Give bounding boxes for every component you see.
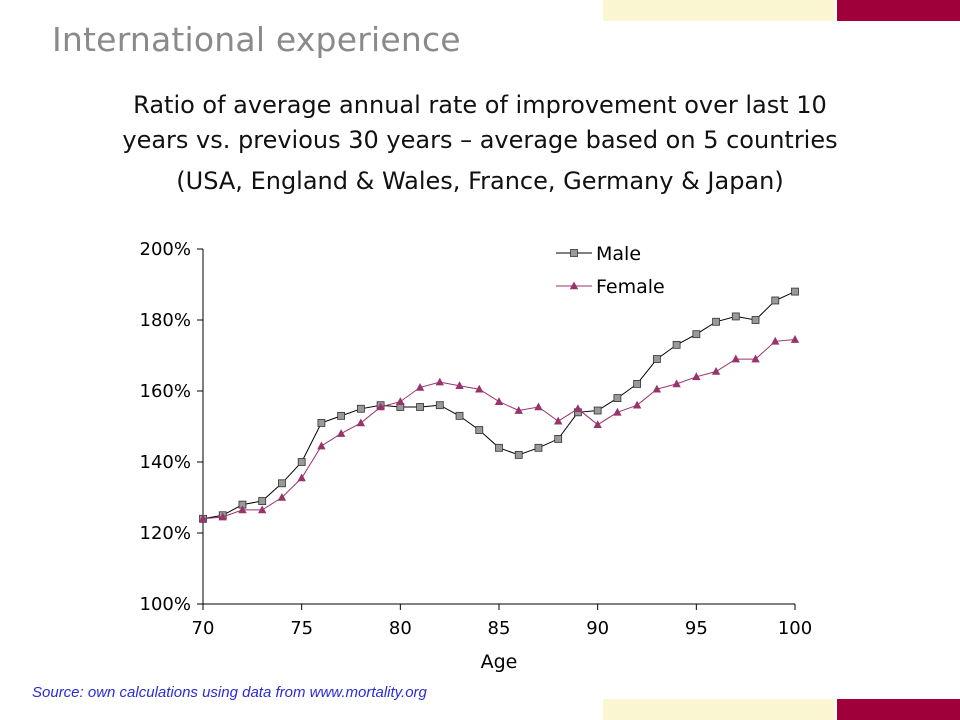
data-point-male (614, 395, 621, 402)
y-tick-label: 120% (140, 523, 191, 544)
y-tick-label: 160% (140, 381, 191, 402)
series-line-female (203, 340, 795, 519)
x-tick-label: 100 (778, 618, 812, 639)
data-point-male (713, 318, 720, 325)
y-tick-label: 140% (140, 452, 191, 473)
data-point-female (534, 402, 542, 410)
legend-label-female: Female (596, 276, 665, 298)
data-point-male (792, 288, 799, 295)
data-point-female (258, 505, 266, 513)
data-point-female (337, 429, 345, 437)
data-point-female (495, 397, 503, 405)
data-point-female (791, 335, 799, 343)
x-tick-label: 70 (192, 618, 215, 639)
data-point-female (436, 378, 444, 386)
data-point-male (436, 402, 443, 409)
y-tick-label: 180% (140, 310, 191, 331)
y-tick-label: 200% (140, 239, 191, 260)
x-tick-label: 95 (685, 618, 708, 639)
chart-legend: Male Female (556, 243, 665, 298)
data-point-male (417, 403, 424, 410)
data-point-male (673, 341, 680, 348)
data-point-female (297, 473, 305, 481)
data-point-male (278, 480, 285, 487)
data-point-female (317, 442, 325, 450)
data-point-male (594, 407, 601, 414)
data-point-female (396, 397, 404, 405)
data-point-male (752, 317, 759, 324)
x-tick-label: 90 (586, 618, 609, 639)
data-point-female (574, 404, 582, 412)
data-point-male (634, 380, 641, 387)
data-point-female (712, 367, 720, 375)
series-male (200, 288, 799, 522)
data-point-male (535, 444, 542, 451)
data-point-male (357, 405, 364, 412)
data-point-male (515, 451, 522, 458)
x-axis-title: Age (481, 651, 518, 673)
source-note: Source: own calculations using data from… (32, 684, 427, 701)
data-point-male (555, 435, 562, 442)
legend-marker-female (570, 282, 578, 290)
data-point-male (298, 459, 305, 466)
legend-label-male: Male (596, 243, 641, 265)
data-point-male (772, 297, 779, 304)
data-point-male (456, 412, 463, 419)
line-chart: 100% 120% 140% 160% 180% 200% 70 75 80 85 90 95 100 A… (0, 0, 960, 720)
legend-marker-male (571, 250, 578, 257)
x-tick-label: 85 (488, 618, 511, 639)
data-point-female (554, 417, 562, 425)
data-point-female (633, 401, 641, 409)
y-tick-label: 100% (140, 594, 191, 615)
chart-axes: 100% 120% 140% 160% 180% 200% 70 75 80 85 90 95 100 A… (140, 239, 813, 673)
data-point-female (357, 418, 365, 426)
data-point-male (732, 313, 739, 320)
chart-series (199, 288, 799, 522)
data-point-male (318, 419, 325, 426)
data-point-female (593, 420, 601, 428)
x-tick-label: 80 (389, 618, 412, 639)
data-point-male (259, 498, 266, 505)
series-line-male (203, 292, 795, 519)
data-point-female (751, 355, 759, 363)
data-point-male (653, 356, 660, 363)
data-point-male (476, 427, 483, 434)
data-point-male (496, 444, 503, 451)
data-point-female (732, 355, 740, 363)
data-point-male (693, 331, 700, 338)
data-point-male (338, 412, 345, 419)
x-tick-label: 75 (290, 618, 313, 639)
series-female (199, 335, 799, 522)
